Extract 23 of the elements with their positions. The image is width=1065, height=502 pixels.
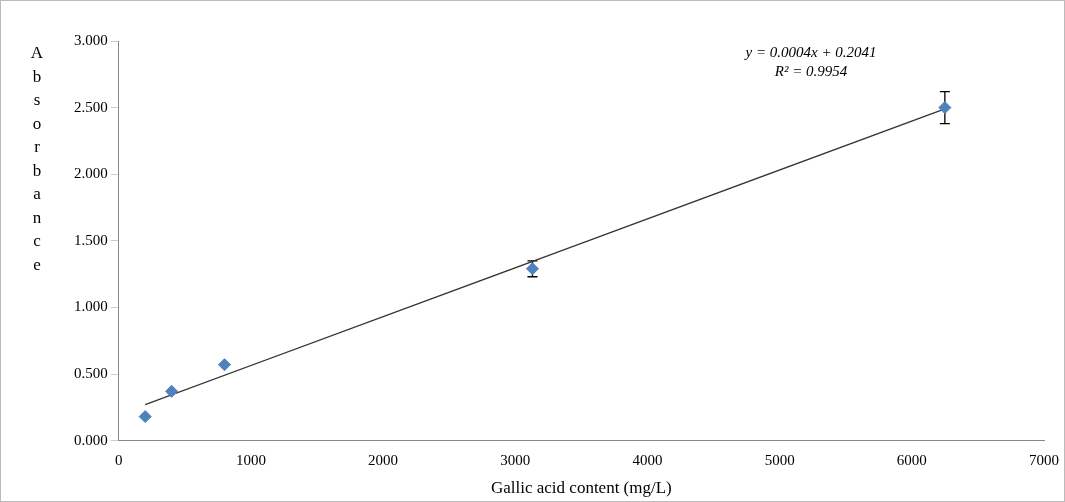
y-tick-label: 0.500 xyxy=(74,364,108,381)
y-tick-label: 3.000 xyxy=(74,31,108,48)
x-tick-label: 3000 xyxy=(500,451,531,468)
x-tick-label: 7000 xyxy=(1029,451,1059,468)
text: Absorbance xyxy=(30,43,44,274)
x-tick-label: 2000 xyxy=(368,451,399,468)
annotation: R² = 0.9954 xyxy=(773,62,849,81)
x-tick-label: 0 xyxy=(115,451,123,468)
x-tick-label: 4000 xyxy=(632,451,663,468)
y-tick-label: 2.500 xyxy=(74,98,108,115)
y-tick-label: 1.000 xyxy=(74,298,108,315)
x-tick-label: 6000 xyxy=(896,451,927,468)
point xyxy=(165,384,179,398)
point xyxy=(217,358,231,372)
x-tick-label: 1000 xyxy=(235,451,266,468)
annotation: y = 0.0004x + 0.2041 xyxy=(743,43,878,62)
y-tick-label: 1.500 xyxy=(74,231,108,248)
point xyxy=(138,410,152,424)
x-tick-label: 5000 xyxy=(764,451,795,468)
y-tick-label: 2.000 xyxy=(74,165,108,182)
x-axis-title: Gallic acid content (mg/L) xyxy=(490,478,672,498)
y-tick-label: 0.000 xyxy=(74,431,108,448)
point xyxy=(938,101,952,115)
